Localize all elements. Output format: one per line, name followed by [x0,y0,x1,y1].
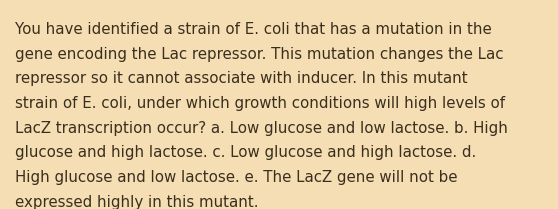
Text: strain of E. coli, under which growth conditions will high levels of: strain of E. coli, under which growth co… [15,96,505,111]
Text: High glucose and low lactose. e. The LacZ gene will not be: High glucose and low lactose. e. The Lac… [15,170,458,185]
Text: glucose and high lactose. c. Low glucose and high lactose. d.: glucose and high lactose. c. Low glucose… [15,145,477,160]
Text: repressor so it cannot associate with inducer. In this mutant: repressor so it cannot associate with in… [15,71,468,86]
Text: You have identified a strain of E. coli that has a mutation in the: You have identified a strain of E. coli … [15,22,492,37]
Text: gene encoding the Lac repressor. This mutation changes the Lac: gene encoding the Lac repressor. This mu… [15,47,503,62]
Text: LacZ transcription occur? a. Low glucose and low lactose. b. High: LacZ transcription occur? a. Low glucose… [15,121,508,136]
Text: expressed highly in this mutant.: expressed highly in this mutant. [15,195,258,209]
